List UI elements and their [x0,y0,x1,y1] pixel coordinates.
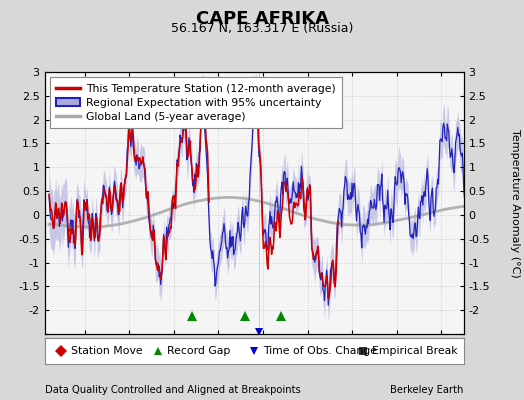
Text: Data Quality Controlled and Aligned at Breakpoints: Data Quality Controlled and Aligned at B… [45,385,300,395]
Text: Station Move: Station Move [71,346,142,356]
Text: Time of Obs. Change: Time of Obs. Change [264,346,377,356]
Legend: This Temperature Station (12-month average), Regional Expectation with 95% uncer: This Temperature Station (12-month avera… [50,78,342,128]
Text: Record Gap: Record Gap [167,346,231,356]
Text: CAPE AFRIKA: CAPE AFRIKA [195,10,329,28]
Y-axis label: Temperature Anomaly (°C): Temperature Anomaly (°C) [510,129,520,277]
Text: Empirical Break: Empirical Break [373,346,458,356]
Text: Berkeley Earth: Berkeley Earth [390,385,464,395]
Text: 56.167 N, 163.317 E (Russia): 56.167 N, 163.317 E (Russia) [171,22,353,35]
